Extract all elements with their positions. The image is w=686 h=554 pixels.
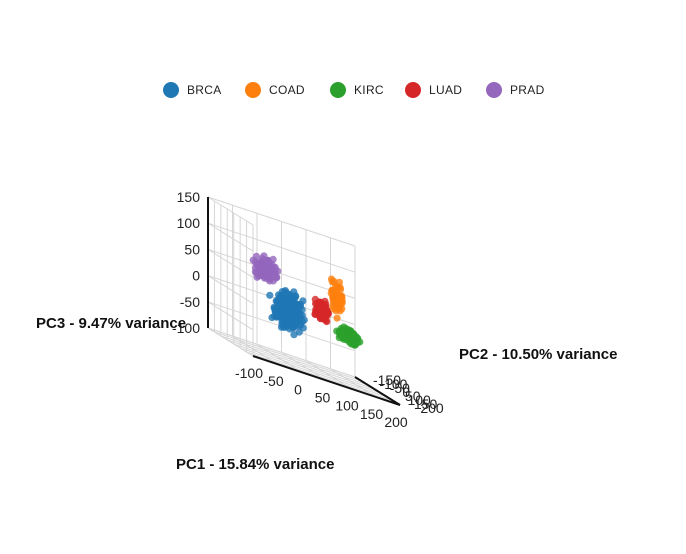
y-axis-line bbox=[354, 376, 401, 406]
y-tick-label: -100 bbox=[379, 376, 407, 392]
y-tick-label: -150 bbox=[373, 372, 401, 388]
z-tick-label: 50 bbox=[184, 241, 200, 257]
grid-line bbox=[227, 339, 375, 390]
grid-line bbox=[207, 301, 254, 331]
data-point bbox=[293, 310, 302, 318]
legend-item-luad[interactable]: LUAD bbox=[405, 80, 462, 100]
z-tick-label: -100 bbox=[172, 320, 200, 336]
data-point bbox=[270, 303, 278, 311]
x-axis-title: PC1 - 15.84% variance bbox=[176, 456, 335, 473]
data-point bbox=[323, 318, 331, 326]
data-point bbox=[331, 289, 339, 297]
grid-line bbox=[207, 327, 356, 378]
data-point bbox=[356, 338, 364, 346]
series-prad bbox=[249, 252, 282, 285]
data-point bbox=[278, 304, 286, 312]
data-point bbox=[297, 321, 305, 329]
grid-line bbox=[220, 335, 369, 386]
axis-lines bbox=[207, 197, 401, 406]
data-point bbox=[270, 271, 278, 279]
data-point bbox=[283, 319, 291, 327]
legend-swatch-prad bbox=[486, 82, 502, 98]
grid-line bbox=[207, 275, 254, 305]
x-tick-label: 150 bbox=[360, 406, 384, 422]
data-point bbox=[321, 297, 329, 305]
z-tick-label: 150 bbox=[177, 189, 201, 205]
y-tick-label: 150 bbox=[414, 396, 438, 412]
grid-line bbox=[207, 222, 356, 273]
legend-label-coad: COAD bbox=[269, 83, 305, 97]
legend-item-kirc[interactable]: KIRC bbox=[330, 80, 384, 100]
x-axis-line bbox=[252, 355, 401, 406]
legend-item-prad[interactable]: PRAD bbox=[486, 80, 545, 100]
legend-swatch-luad bbox=[405, 82, 421, 98]
legend-swatch-coad bbox=[245, 82, 261, 98]
z-tick-label: 100 bbox=[177, 215, 201, 231]
data-point bbox=[312, 300, 320, 308]
x-tick-label: 200 bbox=[384, 414, 408, 430]
series-coad bbox=[327, 275, 346, 322]
z-axis-title: PC3 - 9.47% variance bbox=[36, 315, 187, 332]
data-point bbox=[329, 305, 338, 313]
z-tick-label: 0 bbox=[192, 268, 200, 284]
data-point bbox=[277, 323, 286, 331]
grid-line bbox=[207, 196, 254, 226]
y-tick-label: -50 bbox=[390, 380, 410, 396]
grid-line bbox=[239, 347, 388, 398]
series-kirc bbox=[333, 323, 364, 349]
data-point bbox=[319, 305, 327, 313]
grid-line bbox=[246, 351, 394, 402]
y-tick-label: 0 bbox=[402, 384, 410, 400]
data-point bbox=[266, 291, 274, 299]
legend-item-brca[interactable]: BRCA bbox=[163, 80, 222, 100]
data-point bbox=[348, 333, 356, 341]
y-tick-label: 100 bbox=[407, 392, 431, 408]
legend-swatch-kirc bbox=[330, 82, 346, 98]
grid-line bbox=[233, 343, 381, 394]
grid-line bbox=[214, 331, 362, 382]
legend-label-prad: PRAD bbox=[510, 83, 545, 97]
grid-line bbox=[207, 196, 356, 247]
legend-item-coad[interactable]: COAD bbox=[245, 80, 305, 100]
x-tick-label: -100 bbox=[235, 365, 263, 381]
data-point bbox=[335, 299, 343, 307]
legend-swatch-brca bbox=[163, 82, 179, 98]
data-point bbox=[292, 292, 300, 301]
z-tick-label: -50 bbox=[180, 294, 200, 310]
data-point bbox=[285, 310, 293, 318]
y-tick-label: 50 bbox=[405, 388, 421, 404]
legend-label-brca: BRCA bbox=[187, 83, 222, 97]
data-point bbox=[260, 269, 268, 277]
data-point bbox=[293, 302, 301, 311]
data-point bbox=[290, 331, 298, 339]
grid-line bbox=[207, 222, 254, 252]
y-tick-label: 200 bbox=[420, 400, 444, 416]
data-point bbox=[336, 283, 344, 292]
y-axis-title: PC2 - 10.50% variance bbox=[459, 346, 618, 363]
data-point bbox=[333, 314, 341, 322]
data-point bbox=[268, 260, 276, 269]
data-point bbox=[281, 288, 289, 296]
series-brca bbox=[266, 287, 308, 339]
legend: BRCA COAD KIRC LUAD PRAD bbox=[0, 80, 686, 100]
grid-line bbox=[207, 248, 254, 278]
x-tick-label: -50 bbox=[263, 373, 283, 389]
series-luad bbox=[311, 295, 333, 326]
x-tick-label: 0 bbox=[294, 381, 302, 397]
data-point bbox=[259, 258, 267, 266]
data-point bbox=[290, 322, 298, 330]
data-point bbox=[252, 252, 260, 260]
x-tick-label: 100 bbox=[335, 398, 359, 414]
legend-label-kirc: KIRC bbox=[354, 83, 384, 97]
x-tick-label: 50 bbox=[315, 390, 331, 406]
data-point bbox=[338, 327, 347, 335]
data-point bbox=[283, 302, 292, 310]
data-point bbox=[338, 292, 346, 300]
data-points bbox=[249, 252, 364, 349]
legend-label-luad: LUAD bbox=[429, 83, 463, 97]
tick-labels: -100-50050100150200-150-100-500501001502… bbox=[172, 189, 444, 430]
